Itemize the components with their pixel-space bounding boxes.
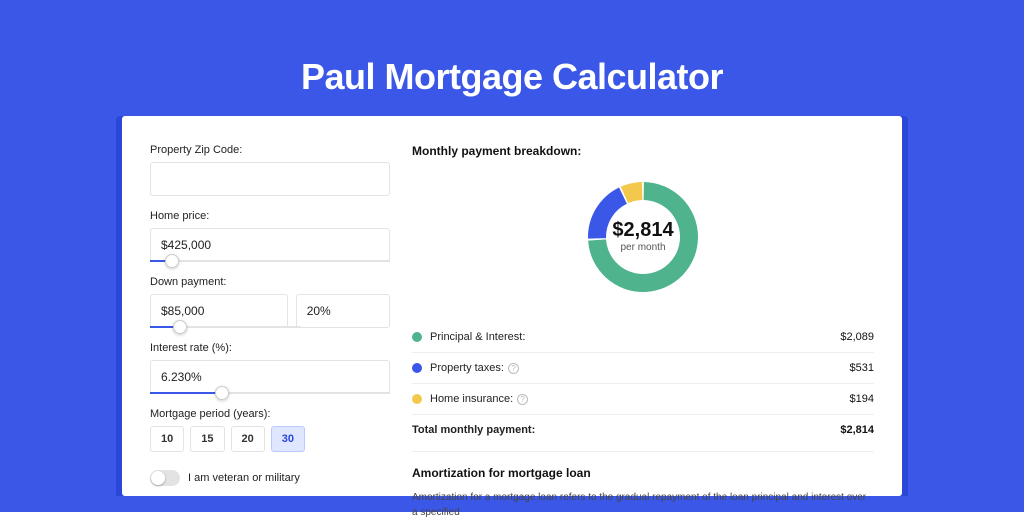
slider-thumb[interactable] (173, 320, 187, 334)
donut-chart-wrap: $2,814 per month (412, 172, 874, 302)
mortgage-period-label: Mortgage period (years): (150, 408, 390, 420)
breakdown-row: Principal & Interest:$2,089 (412, 322, 874, 353)
home-price-slider[interactable] (150, 260, 390, 262)
amortization-text: Amortization for a mortgage loan refers … (412, 490, 874, 520)
zip-field: Property Zip Code: (150, 144, 390, 196)
donut-chart: $2,814 per month (578, 172, 708, 302)
breakdown-rows: Principal & Interest:$2,089Property taxe… (412, 322, 874, 415)
home-price-label: Home price: (150, 210, 390, 222)
slider-thumb[interactable] (165, 254, 179, 268)
breakdown-label: Principal & Interest: (430, 331, 840, 343)
donut-amount: $2,814 (612, 219, 674, 241)
info-icon[interactable]: ? (508, 363, 519, 374)
period-btn-15[interactable]: 15 (190, 426, 224, 452)
interest-rate-field: Interest rate (%): (150, 342, 390, 394)
zip-label: Property Zip Code: (150, 144, 390, 156)
amortization-title: Amortization for mortgage loan (412, 466, 874, 480)
legend-dot (412, 363, 422, 373)
breakdown-column: Monthly payment breakdown: $2,814 per mo… (412, 144, 874, 496)
legend-dot (412, 332, 422, 342)
breakdown-label: Property taxes:? (430, 362, 850, 374)
period-btn-30[interactable]: 30 (271, 426, 305, 452)
breakdown-value: $194 (850, 393, 874, 405)
down-payment-field: Down payment: (150, 276, 390, 328)
mortgage-period-field: Mortgage period (years): 1015 2030 (150, 408, 390, 452)
veteran-toggle[interactable] (150, 470, 180, 486)
zip-input[interactable] (150, 162, 390, 196)
breakdown-label: Home insurance:? (430, 393, 850, 405)
down-payment-slider[interactable] (150, 326, 301, 328)
calculator-panel: Property Zip Code: Home price: Down paym… (122, 116, 902, 496)
period-btn-20[interactable]: 20 (231, 426, 265, 452)
total-value: $2,814 (840, 424, 874, 436)
amortization-section: Amortization for mortgage loan Amortizat… (412, 451, 874, 520)
mortgage-period-options: 1015 2030 (150, 426, 390, 452)
slider-thumb[interactable] (215, 386, 229, 400)
toggle-knob (151, 471, 165, 485)
down-payment-input[interactable] (150, 294, 288, 328)
info-icon[interactable]: ? (517, 394, 528, 405)
period-btn-10[interactable]: 10 (150, 426, 184, 452)
breakdown-value: $2,089 (840, 331, 874, 343)
breakdown-row: Property taxes:?$531 (412, 353, 874, 384)
total-label: Total monthly payment: (412, 424, 840, 436)
home-price-field: Home price: (150, 210, 390, 262)
total-row: Total monthly payment: $2,814 (412, 415, 874, 445)
breakdown-value: $531 (850, 362, 874, 374)
slider-fill (150, 392, 222, 394)
down-payment-label: Down payment: (150, 276, 390, 288)
interest-rate-input[interactable] (150, 360, 390, 394)
home-price-input[interactable] (150, 228, 390, 262)
breakdown-row: Home insurance:?$194 (412, 384, 874, 415)
panel-shadow: Property Zip Code: Home price: Down paym… (116, 116, 908, 496)
veteran-label: I am veteran or military (188, 472, 300, 484)
breakdown-title: Monthly payment breakdown: (412, 144, 874, 158)
down-payment-pct-input[interactable] (296, 294, 390, 328)
donut-sublabel: per month (620, 242, 665, 253)
legend-dot (412, 394, 422, 404)
page-title: Paul Mortgage Calculator (301, 56, 723, 98)
veteran-row: I am veteran or military (150, 470, 390, 486)
interest-rate-slider[interactable] (150, 392, 390, 394)
interest-rate-label: Interest rate (%): (150, 342, 390, 354)
form-column: Property Zip Code: Home price: Down paym… (150, 144, 390, 496)
page-background: Paul Mortgage Calculator Property Zip Co… (0, 0, 1024, 512)
